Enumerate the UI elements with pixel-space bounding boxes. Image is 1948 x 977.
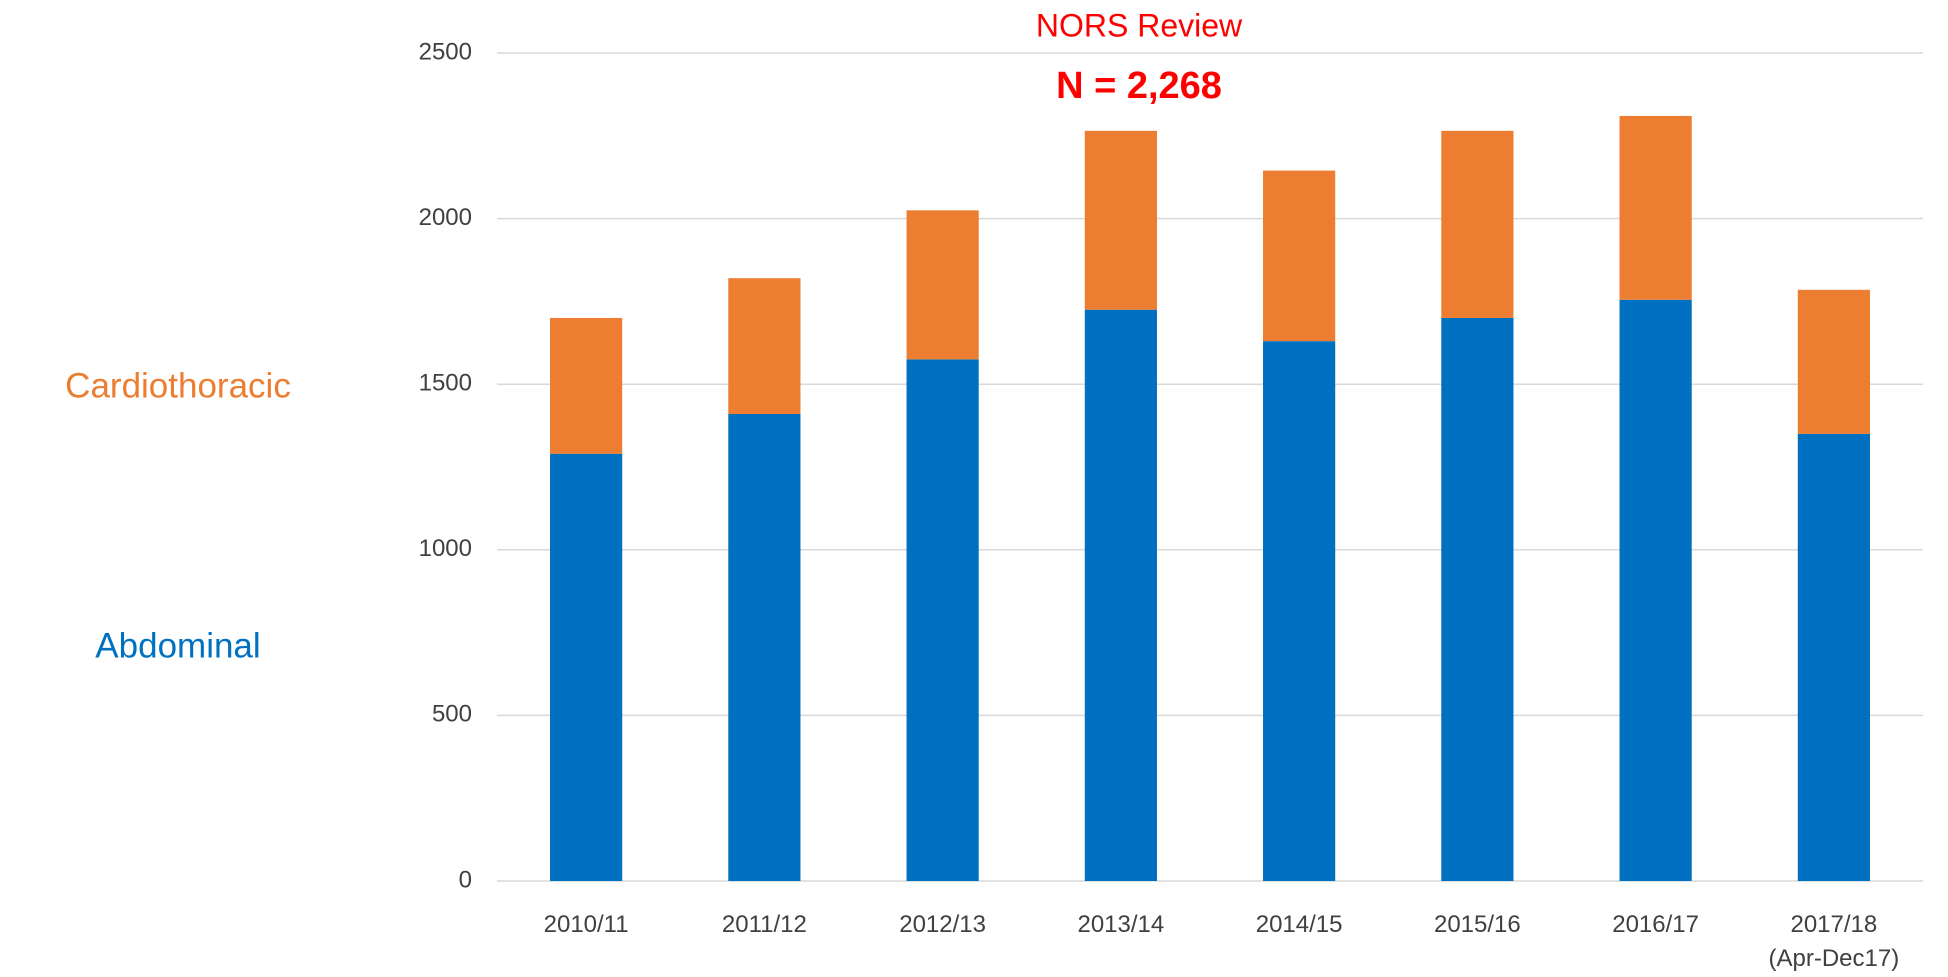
chart-title: NORS Review xyxy=(1036,7,1243,43)
chart-subtitle: N = 2,268 xyxy=(1056,65,1222,107)
bar-segment xyxy=(728,414,801,881)
x-tick-label: 2012/13 xyxy=(899,911,986,938)
bar-segment xyxy=(550,317,623,454)
bar-segment xyxy=(1797,433,1870,881)
legend-label: Abdominal xyxy=(95,626,260,665)
legend-label: Cardiothoracic xyxy=(65,366,291,405)
x-tick-label: 2017/18 (Apr-Dec17) xyxy=(1768,911,1900,972)
y-tick-label: 1500 xyxy=(419,370,472,397)
bar-segment xyxy=(1441,317,1514,882)
bar-segment xyxy=(1441,130,1514,318)
y-tick-label: 2500 xyxy=(419,38,472,65)
bar-segment xyxy=(1619,299,1692,881)
y-tick-label: 0 xyxy=(459,866,472,893)
bar-segment xyxy=(1084,130,1157,310)
x-tick-label: 2013/14 xyxy=(1077,911,1165,938)
x-tick-label: 2015/16 xyxy=(1433,911,1521,938)
bar-segment xyxy=(1797,289,1870,434)
bar-segment xyxy=(906,359,979,881)
y-tick-label: 500 xyxy=(432,701,472,728)
x-tick-label: 2010/11 xyxy=(543,911,629,938)
bar-segment xyxy=(1084,309,1157,881)
bar-segment xyxy=(728,278,801,415)
y-tick-label: 2000 xyxy=(419,204,472,231)
x-tick-label: 2014/15 xyxy=(1255,911,1343,938)
x-tick-label: 2011/12 xyxy=(721,911,807,938)
x-tick-label: 2016/17 xyxy=(1612,911,1699,938)
bar-segment xyxy=(1263,341,1336,881)
bar-segment xyxy=(1263,170,1336,342)
y-tick-label: 1000 xyxy=(419,535,472,562)
bar-segment xyxy=(1619,115,1692,300)
bar-segment xyxy=(550,453,623,881)
bar-segment xyxy=(906,210,979,360)
